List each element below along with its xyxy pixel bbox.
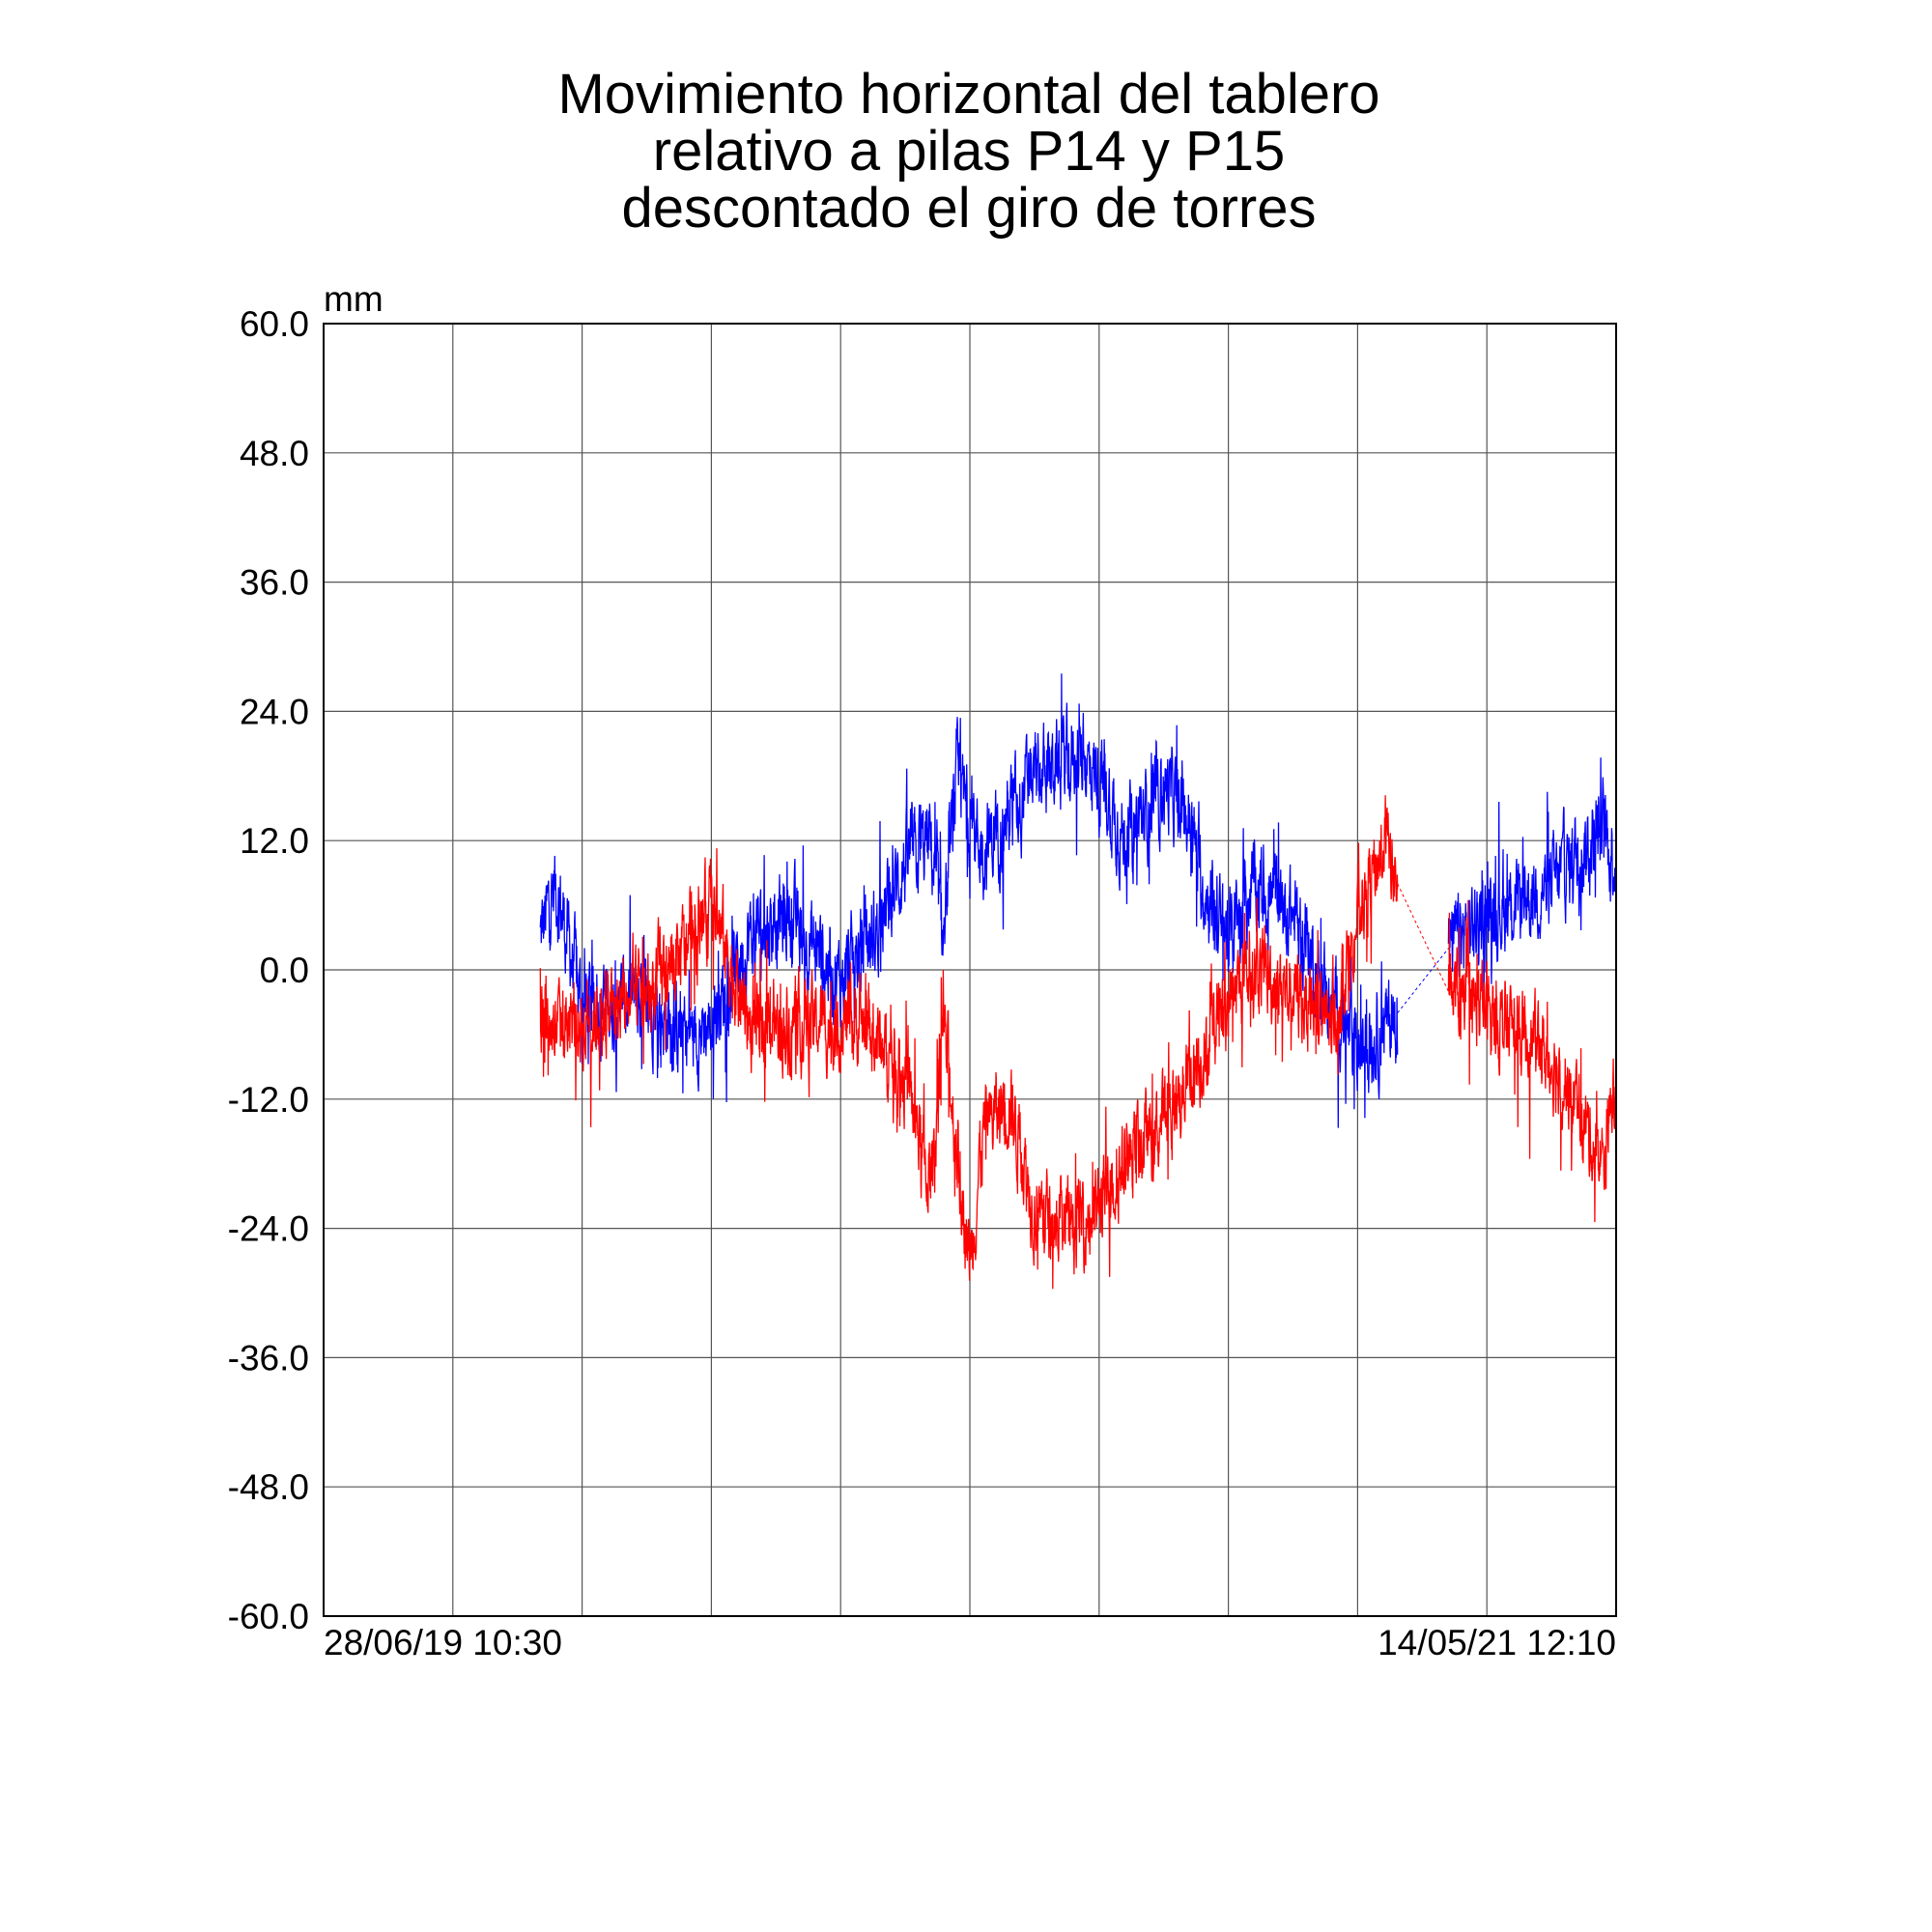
grid [324,324,1616,1616]
x-start-label: 28/06/19 10:30 [324,1623,562,1662]
series-red-gap [1397,883,1449,992]
series-blue-gap [1397,948,1449,1013]
y-tick-label: -60.0 [228,1597,309,1636]
x-end-label: 14/05/21 12:10 [1378,1623,1616,1662]
chart-title: Movimiento horizontal del tablero relati… [0,66,1932,237]
y-tick-label: 36.0 [240,563,309,603]
series-red-line [539,795,1399,1290]
series-blue-line [539,673,1399,1128]
y-tick-label: -36.0 [228,1338,309,1378]
series-layer [539,673,1617,1290]
y-tick-label: -12.0 [228,1080,309,1120]
plot-frame [323,323,1617,1617]
y-tick-label: 12.0 [240,821,309,861]
y-tick-label: 60.0 [240,304,309,344]
y-tick-labels: 60.0 48.0 36.0 24.0 12.0 0.0 -12.0 -24.0 -36.0 -4… [228,304,309,1636]
title-line-1: Movimiento horizontal del tablero [557,63,1380,126]
y-axis-unit: mm [324,279,384,319]
series-blue-line [1447,757,1617,1015]
y-tick-label: 0.0 [260,951,309,990]
y-tick-label: -48.0 [228,1467,309,1507]
title-line-3: descontado el giro de torres [621,177,1317,240]
series-red-line [1447,899,1617,1223]
title-line-2: relativo a pilas P14 y P15 [652,120,1286,183]
y-tick-label: 48.0 [240,434,309,473]
y-tick-label: 24.0 [240,692,309,731]
y-tick-label: -24.0 [228,1209,309,1249]
